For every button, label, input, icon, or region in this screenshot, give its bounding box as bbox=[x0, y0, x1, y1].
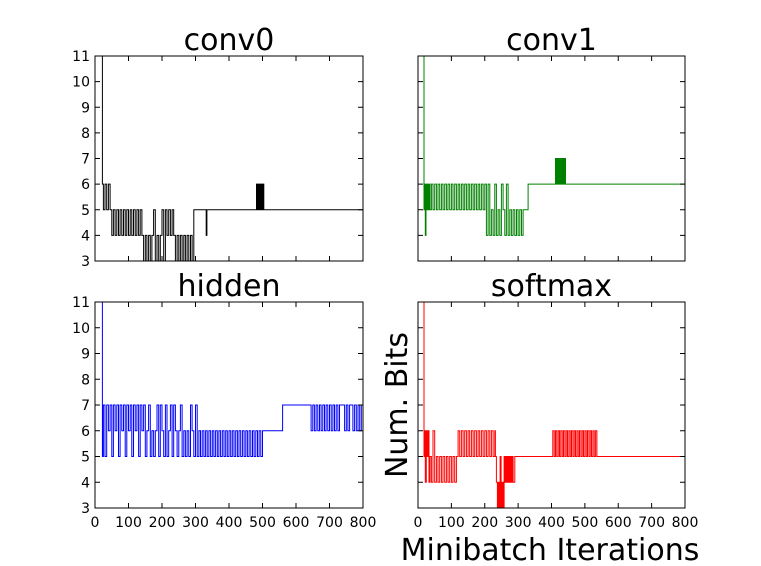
plot-frame-conv1 bbox=[417, 55, 686, 262]
y-tick-label: 9 bbox=[81, 100, 90, 116]
series-line-conv0 bbox=[95, 55, 363, 262]
x-tick-label: 300 bbox=[505, 515, 532, 531]
y-tick-label: 7 bbox=[81, 152, 90, 168]
x-tick-label: 500 bbox=[572, 515, 599, 531]
panel-title-conv1: conv1 bbox=[506, 23, 597, 58]
y-axis-label: Num. Bits bbox=[380, 332, 415, 478]
y-tick-label: 10 bbox=[72, 321, 90, 337]
panel-conv0: conv0 3 4 5 6 7 8 9 10 11 bbox=[72, 23, 364, 270]
x-tick-label: 500 bbox=[249, 515, 276, 531]
x-tick-label: 600 bbox=[605, 515, 632, 531]
x-tick-label: 400 bbox=[538, 515, 565, 531]
x-tick-label: 300 bbox=[182, 515, 209, 531]
x-tick-label: 100 bbox=[115, 515, 142, 531]
x-tick-label: 0 bbox=[414, 515, 423, 531]
y-tick-label: 5 bbox=[81, 203, 90, 219]
y-tick-label: 6 bbox=[81, 424, 90, 440]
x-tick-label: 0 bbox=[91, 515, 100, 531]
x-tick-label: 600 bbox=[283, 515, 310, 531]
y-tick-label: 6 bbox=[81, 177, 90, 193]
x-tick-label: 200 bbox=[471, 515, 498, 531]
y-tick-label: 9 bbox=[81, 347, 90, 363]
plot-frame-softmax bbox=[417, 301, 686, 509]
series-line-conv1 bbox=[418, 55, 685, 236]
panel-hidden: hidden 3 4 5 6 7 8 9 10 11 0 100 200 300 400 500 600 700 8… bbox=[72, 269, 376, 531]
y-tick-label: 5 bbox=[81, 450, 90, 466]
y-tick-label: 11 bbox=[72, 295, 90, 311]
y-tick-label: 8 bbox=[81, 126, 90, 142]
series-line-softmax bbox=[418, 301, 685, 509]
panel-softmax: softmax 0 100 200 300 400 500 600 700 800 bbox=[414, 269, 699, 531]
x-axis-label: Minibatch Iterations bbox=[401, 533, 700, 566]
y-tick-label: 3 bbox=[81, 254, 90, 270]
panel-title-hidden: hidden bbox=[178, 269, 281, 304]
panel-conv1: conv1 bbox=[417, 23, 686, 262]
x-tick-label: 700 bbox=[316, 515, 343, 531]
x-tick-label: 200 bbox=[149, 515, 176, 531]
y-tick-label: 4 bbox=[81, 228, 90, 244]
x-tick-label: 700 bbox=[638, 515, 665, 531]
y-tick-label: 7 bbox=[81, 398, 90, 414]
y-tick-label: 4 bbox=[81, 475, 90, 491]
y-tick-label: 10 bbox=[72, 75, 90, 91]
y-tick-label: 8 bbox=[81, 372, 90, 388]
x-tick-label: 400 bbox=[216, 515, 243, 531]
panel-title-conv0: conv0 bbox=[184, 23, 275, 58]
y-tick-label: 11 bbox=[72, 49, 90, 65]
y-tick-label: 3 bbox=[81, 501, 90, 517]
x-tick-label: 800 bbox=[350, 515, 377, 531]
panel-title-softmax: softmax bbox=[491, 269, 612, 304]
series-line-hidden bbox=[95, 301, 363, 457]
x-tick-label: 100 bbox=[438, 515, 465, 531]
x-tick-label: 800 bbox=[672, 515, 699, 531]
